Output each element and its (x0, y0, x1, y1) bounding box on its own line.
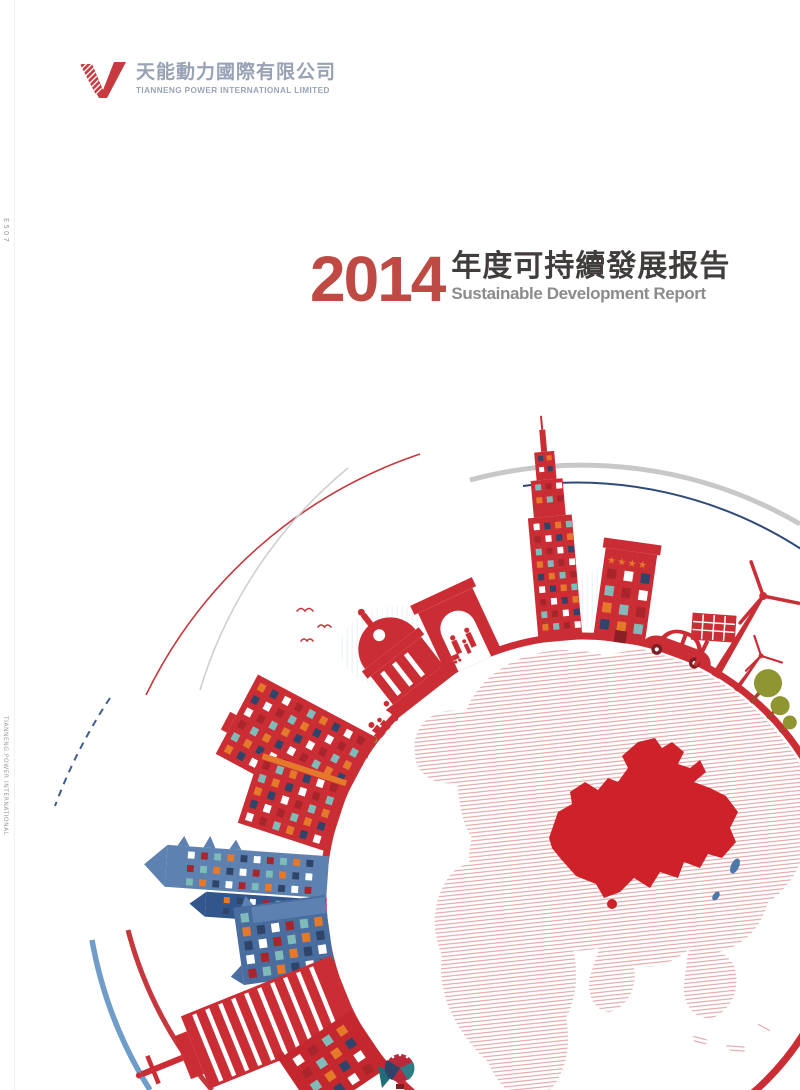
scooter-figure (383, 700, 406, 722)
spine-text-bottom: TIANNENG POWER INTERNATIONAL (2, 716, 9, 836)
red-v-checkmark-logo-icon (80, 62, 126, 98)
window-grid (240, 902, 329, 979)
china-map (549, 738, 738, 898)
world-map-hatched (414, 648, 800, 1090)
blue-bottom-arc (89, 939, 153, 1090)
taiwan-island (730, 858, 740, 874)
hot-air-balloon-icon (378, 1053, 415, 1089)
dashed-navy-arc (54, 697, 111, 807)
window-grid (244, 760, 339, 844)
red-thin-arc (145, 453, 421, 696)
hainan-island (607, 899, 617, 909)
striped-tower (135, 955, 361, 1089)
triumphal-arch (410, 577, 502, 677)
report-title-zh: 年度可持續發展报告 (451, 250, 731, 283)
four-star-hotel: ★★★★ (592, 537, 662, 647)
report-year: 2014 (310, 243, 446, 315)
island (758, 1023, 770, 1033)
spine-text-top: E507 (2, 218, 10, 244)
red-city-buildings (237, 752, 351, 853)
window-grid (538, 455, 553, 473)
red-city-buildings (276, 1010, 390, 1090)
page-fold-line (14, 0, 15, 1090)
island (726, 1043, 746, 1053)
window-grid (292, 1024, 375, 1090)
wind-turbine-icon (711, 560, 800, 679)
company-name: 天能動力國際有限公司 TIANNENG POWER INTERNATIONAL … (136, 60, 336, 95)
window-grid (534, 482, 564, 504)
tree-icon (749, 669, 783, 704)
gray-thin-arc (199, 467, 349, 691)
report-title-en: Sustainable Development Report (451, 284, 706, 303)
company-logo: 天能動力國際有限公司 TIANNENG POWER INTERNATIONAL … (78, 60, 336, 100)
island (692, 1035, 708, 1045)
family-figures (368, 717, 391, 738)
company-name-en: TIANNENG POWER INTERNATIONAL LIMITED (136, 85, 330, 95)
skyscraper (527, 415, 583, 643)
tree-icon (766, 696, 790, 720)
capitol-dome-building (357, 608, 458, 720)
globe (319, 632, 800, 1090)
india (588, 949, 635, 1012)
window-grid (533, 520, 581, 631)
gray-arc (469, 462, 800, 527)
birds-icon (296, 607, 332, 643)
window-grid (599, 568, 651, 635)
solar-panel-icon (690, 612, 737, 667)
report-title: 2014 年度可持續發展报告 Sustainable Development R… (310, 243, 731, 315)
family-figures (450, 627, 477, 664)
company-name-zh: 天能動力國際有限公司 (136, 62, 337, 83)
island-blue (712, 891, 720, 901)
wind-turbine-icon (733, 634, 783, 692)
tree-icon (778, 715, 797, 733)
southeast-asia (683, 948, 737, 1019)
window-grid (185, 851, 314, 895)
arabia (505, 896, 562, 957)
